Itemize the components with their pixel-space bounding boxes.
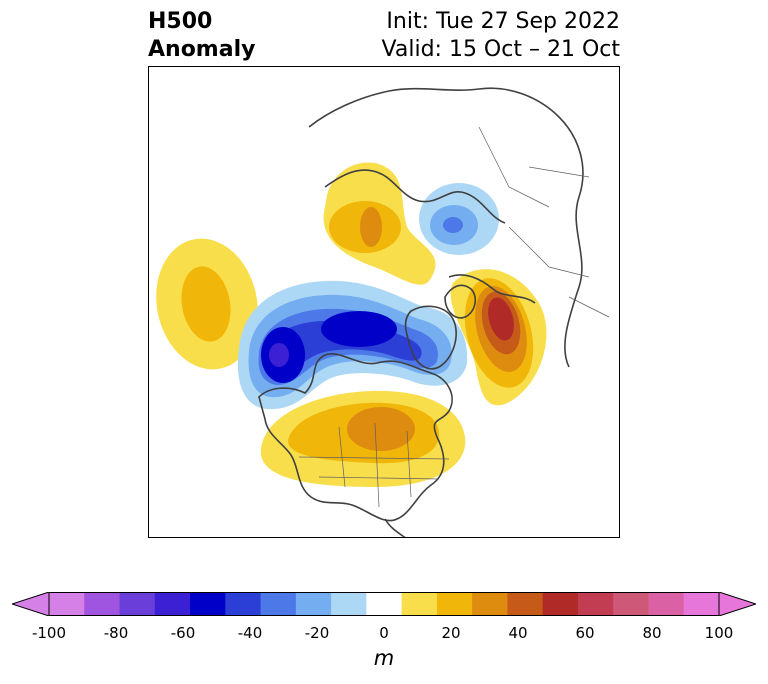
colorbar-bin xyxy=(507,592,544,616)
colorbar-bin xyxy=(190,592,226,616)
map-title: H500 Anomaly xyxy=(148,8,255,64)
colorbar-bin xyxy=(683,592,720,616)
valid-dates: Valid: 15 Oct – 21 Oct xyxy=(381,37,620,62)
anomaly-arctic-negative xyxy=(237,280,468,410)
colorbar-tick-label: -80 xyxy=(103,624,129,642)
coastlines xyxy=(258,87,584,537)
colorbar-bin xyxy=(436,592,473,616)
anomaly-map xyxy=(148,66,620,538)
colorbar-tick-label: 0 xyxy=(379,624,389,642)
colorbar-bin xyxy=(84,592,121,616)
colorbar-bin xyxy=(295,592,332,616)
map-canvas xyxy=(156,87,610,537)
colorbar-extend-high xyxy=(718,592,756,616)
colorbar-tick-label: 20 xyxy=(441,624,461,642)
colorbar-units: m xyxy=(373,646,395,670)
colorbar-bin xyxy=(225,592,262,616)
colorbar-bin xyxy=(613,592,649,616)
political-borders xyxy=(298,126,610,508)
colorbar-tick-label: -40 xyxy=(237,624,263,642)
anomaly-russia-positive xyxy=(450,269,547,406)
colorbar-bin xyxy=(401,592,438,616)
colorbar-bin xyxy=(577,592,614,616)
colorbar-tick-label: 40 xyxy=(508,624,528,642)
title-field: Anomaly xyxy=(148,37,256,62)
colorbar-bin xyxy=(49,592,85,616)
colorbar-tick-label: -20 xyxy=(304,624,330,642)
colorbar xyxy=(12,592,756,616)
colorbar-bin xyxy=(648,592,685,616)
colorbar-bin xyxy=(366,592,403,616)
colorbar-bin xyxy=(260,592,297,616)
init-date: Init: Tue 27 Sep 2022 xyxy=(386,9,620,34)
colorbar-tick-label: 60 xyxy=(575,624,595,642)
title-variable: H500 xyxy=(148,9,213,34)
colorbar-extend-low xyxy=(12,592,50,616)
colorbar-tick-label: 100 xyxy=(704,624,734,642)
anomaly-kara-negative xyxy=(419,183,499,255)
colorbar-tick-label: 80 xyxy=(642,624,662,642)
colorbar-bin xyxy=(331,592,367,616)
colorbar-tick-label: -60 xyxy=(170,624,196,642)
anomaly-namerica-positive xyxy=(260,390,466,487)
anomaly-pacific-positive xyxy=(156,238,258,370)
anomaly-siberia-positive xyxy=(323,162,436,285)
colorbar-bin xyxy=(119,592,156,616)
colorbar-tick-label: -100 xyxy=(31,624,67,642)
colorbar-bin xyxy=(154,592,191,616)
colorbar-bin xyxy=(542,592,579,616)
colorbar-frame xyxy=(48,592,720,616)
colorbar-bin xyxy=(472,592,508,616)
map-dates: Init: Tue 27 Sep 2022 Valid: 15 Oct – 21… xyxy=(382,8,620,64)
